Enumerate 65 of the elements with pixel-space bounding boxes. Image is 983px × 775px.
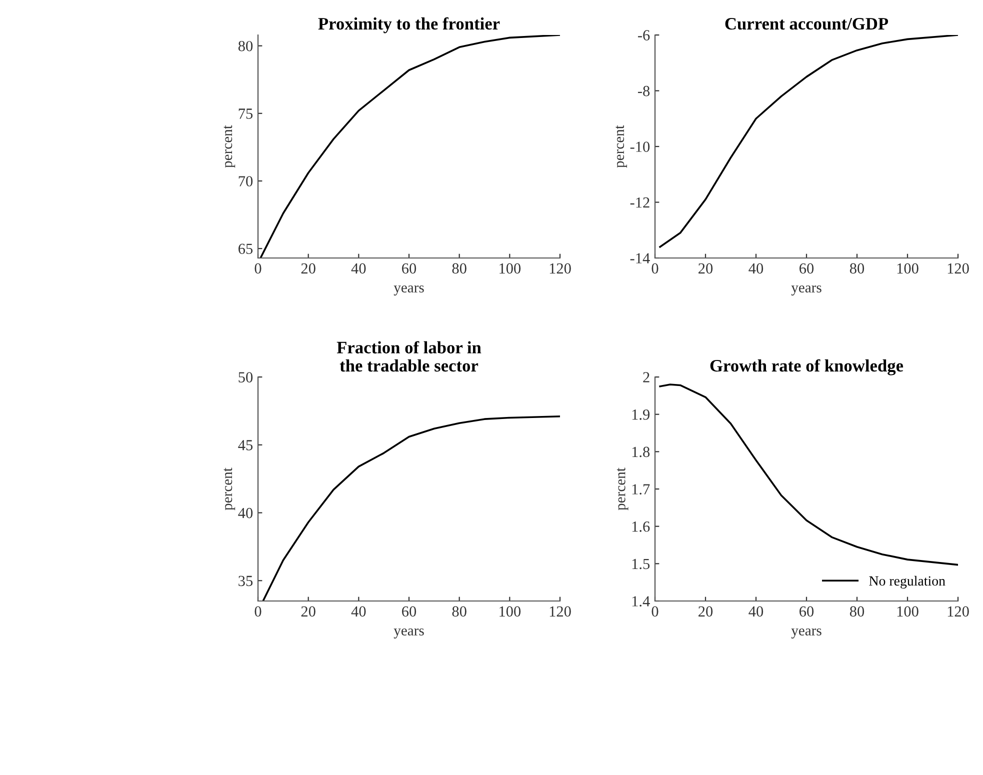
y-tick-label: 70 [238,176,253,186]
x-tick-label: 80 [850,263,864,274]
x-tick-label: 40 [748,263,764,274]
x-tick-label: 40 [351,263,366,274]
x-tick-label: 0 [254,263,262,274]
x-tick-label: 40 [748,606,764,617]
x-axis-title: years [394,285,424,296]
x-axis-title: years [791,285,822,296]
x-tick-label: 20 [698,263,713,274]
x-tick-label: 120 [948,606,969,617]
x-tick-label: 0 [254,606,262,617]
y-tick-label: 1.6 [632,522,650,532]
x-tick-label: 20 [698,606,713,617]
x-axis-title: years [394,628,424,638]
y-tick-label: 75 [238,108,253,119]
y-tick-label: -8 [638,86,650,96]
y-tick-label: 80 [238,40,253,52]
y-axis-title: percent [224,125,236,168]
y-axis-title: percent [616,125,627,168]
x-tick-label: 0 [652,606,658,617]
x-tick-label: 40 [351,606,366,617]
y-tick-label: 1.5 [632,558,650,570]
line-series [659,35,958,248]
x-tick-label: 0 [652,263,658,274]
x-tick-label: 60 [800,263,814,274]
x-tick-label: 80 [452,606,466,617]
y-axis-title: percent [616,468,628,510]
y-tick-label: 50 [238,372,253,382]
y-tick-label: 1.8 [632,446,650,458]
y-tick-label: -6 [638,30,650,40]
x-tick-label: 20 [301,263,316,274]
x-tick-label: 60 [402,606,416,617]
x-tick-label: 80 [452,263,466,274]
x-tick-label: 60 [800,606,814,617]
y-tick-label: 65 [238,244,253,254]
y-tick-label: -12 [630,197,650,208]
y-tick-label: 45 [238,440,253,450]
x-tick-label: 20 [301,606,316,617]
y-tick-label: 40 [238,508,253,518]
y-tick-label: 1.9 [632,410,650,420]
chart-title: Fraction of labor in the tradable sector [336,341,482,372]
line-series [260,35,560,258]
x-tick-label: 100 [500,606,521,617]
x-tick-label: 120 [550,263,571,274]
chart-title: Current account/GDP [725,18,888,30]
y-tick-label: 35 [238,576,253,586]
legend-label: No regulation [869,576,946,588]
x-tick-label: 60 [402,263,416,274]
y-tick-label: 2 [643,372,650,382]
x-tick-label: 100 [897,263,918,274]
x-tick-label: 120 [550,606,571,617]
chart-title: Proximity to the frontier [318,17,500,34]
line-series [262,415,560,601]
y-tick-label: 1.4 [632,596,650,607]
y-tick-label: 1.7 [632,484,650,495]
chart-title: Growth rate of knowledge [710,359,904,376]
x-axis-title: years [791,628,822,638]
x-tick-label: 80 [850,606,864,617]
line-series [659,384,958,566]
y-axis-title: percent [224,468,236,510]
x-tick-label: 100 [897,606,918,617]
x-tick-label: 100 [500,263,521,274]
x-tick-label: 120 [948,263,969,274]
y-tick-label: -10 [630,142,650,152]
y-tick-label: -14 [630,253,650,264]
